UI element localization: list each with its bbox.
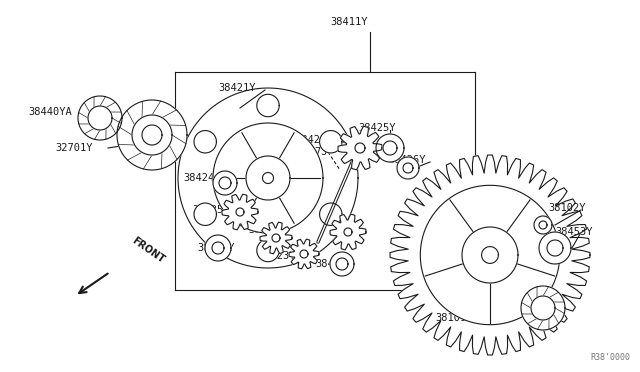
Text: 38421Y: 38421Y xyxy=(218,83,255,93)
Text: 38423Y: 38423Y xyxy=(258,251,296,261)
Text: R38'0000: R38'0000 xyxy=(590,353,630,362)
Polygon shape xyxy=(257,94,279,117)
Polygon shape xyxy=(319,131,342,153)
Text: 38425Y: 38425Y xyxy=(358,123,396,133)
Polygon shape xyxy=(336,258,348,270)
Polygon shape xyxy=(262,173,273,183)
Polygon shape xyxy=(222,194,258,230)
Polygon shape xyxy=(539,221,547,229)
Text: 38427Y: 38427Y xyxy=(248,225,285,235)
Polygon shape xyxy=(213,123,323,233)
Polygon shape xyxy=(534,216,552,234)
Text: 38411Y: 38411Y xyxy=(330,17,367,27)
Polygon shape xyxy=(330,252,354,276)
Text: 38426Y: 38426Y xyxy=(197,243,234,253)
Text: 38426Y: 38426Y xyxy=(388,155,426,165)
Polygon shape xyxy=(236,208,244,216)
Text: 38440YA: 38440YA xyxy=(510,305,554,315)
Polygon shape xyxy=(88,106,112,130)
Polygon shape xyxy=(178,88,358,268)
Polygon shape xyxy=(212,242,224,254)
Polygon shape xyxy=(330,214,366,250)
Polygon shape xyxy=(403,163,413,173)
Polygon shape xyxy=(205,235,231,261)
Text: 38101Y: 38101Y xyxy=(435,313,472,323)
Polygon shape xyxy=(390,155,590,355)
Text: 38102Y: 38102Y xyxy=(548,203,586,213)
Polygon shape xyxy=(319,203,342,225)
Polygon shape xyxy=(383,141,397,155)
Polygon shape xyxy=(289,239,319,269)
Polygon shape xyxy=(547,240,563,256)
Polygon shape xyxy=(117,100,187,170)
Polygon shape xyxy=(355,143,365,153)
Polygon shape xyxy=(213,171,237,195)
Polygon shape xyxy=(260,222,292,254)
Polygon shape xyxy=(257,239,279,262)
Text: 38453Y: 38453Y xyxy=(555,227,593,237)
Polygon shape xyxy=(462,227,518,283)
Polygon shape xyxy=(194,131,216,153)
Text: FRONT: FRONT xyxy=(130,235,166,265)
Polygon shape xyxy=(194,203,216,225)
Polygon shape xyxy=(376,134,404,162)
Text: 32701Y: 32701Y xyxy=(55,143,93,153)
Polygon shape xyxy=(132,115,172,155)
Text: 38423Y: 38423Y xyxy=(295,135,333,145)
Polygon shape xyxy=(78,96,122,140)
Polygon shape xyxy=(539,232,571,264)
Text: 38440YA: 38440YA xyxy=(28,107,72,117)
Polygon shape xyxy=(338,126,382,170)
Text: 38424Y: 38424Y xyxy=(183,173,221,183)
Polygon shape xyxy=(531,296,555,320)
Text: 38424Y: 38424Y xyxy=(315,259,353,269)
Text: 38425Y: 38425Y xyxy=(192,205,230,215)
Text: 38427J: 38427J xyxy=(290,147,328,157)
Polygon shape xyxy=(272,234,280,242)
Polygon shape xyxy=(300,250,308,258)
Polygon shape xyxy=(246,156,290,200)
Polygon shape xyxy=(420,185,560,325)
Polygon shape xyxy=(219,177,231,189)
Polygon shape xyxy=(344,228,352,236)
Polygon shape xyxy=(397,157,419,179)
Polygon shape xyxy=(521,286,565,330)
Polygon shape xyxy=(142,125,162,145)
